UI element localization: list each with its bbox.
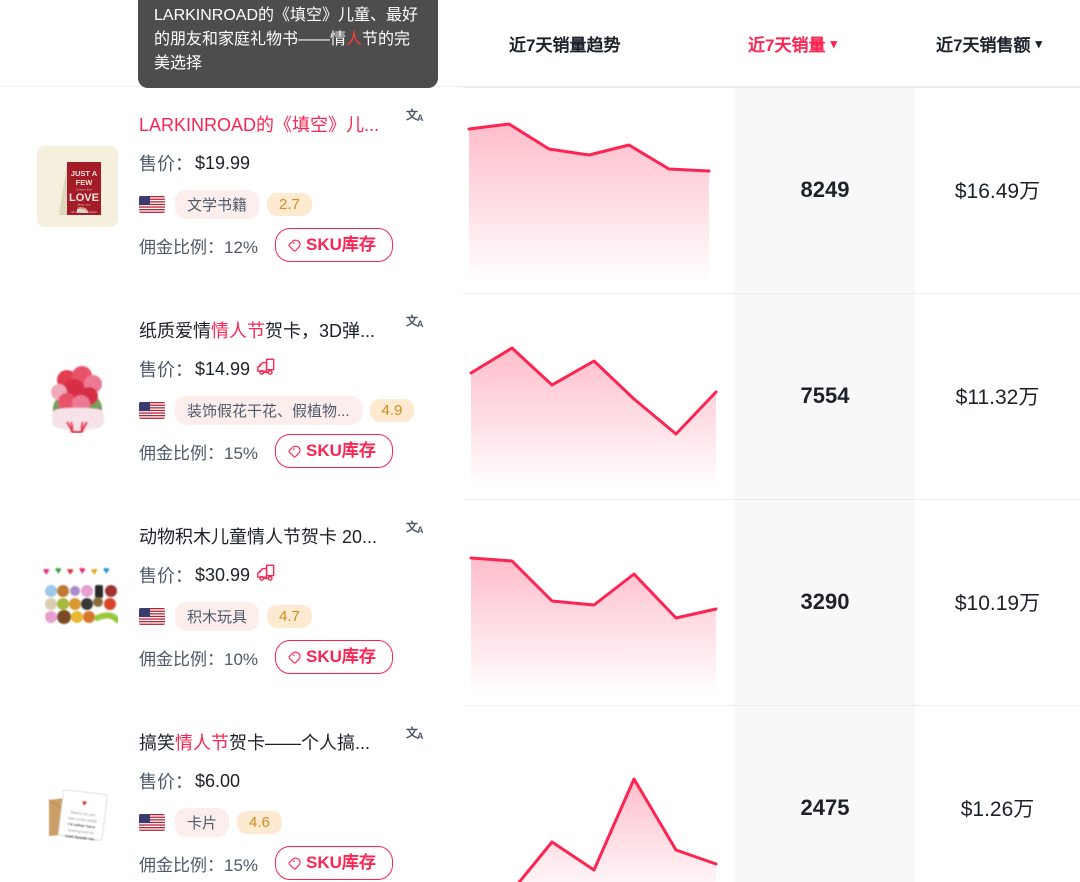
svg-text:♥: ♥	[79, 565, 86, 577]
svg-text:FEW: FEW	[76, 178, 94, 187]
svg-text:♥: ♥	[67, 566, 74, 578]
svg-text:JUST A: JUST A	[71, 169, 98, 178]
svg-text:WITH ALL MY HEART: WITH ALL MY HEART	[71, 210, 97, 214]
svg-text:about you: about you	[77, 203, 91, 207]
svg-text:♥: ♥	[103, 565, 110, 577]
svg-text:♥: ♥	[55, 565, 62, 577]
svg-text:♥: ♥	[91, 566, 98, 578]
svg-text:♥: ♥	[43, 566, 50, 578]
svg-text:I know I love: I know I love	[76, 188, 93, 192]
